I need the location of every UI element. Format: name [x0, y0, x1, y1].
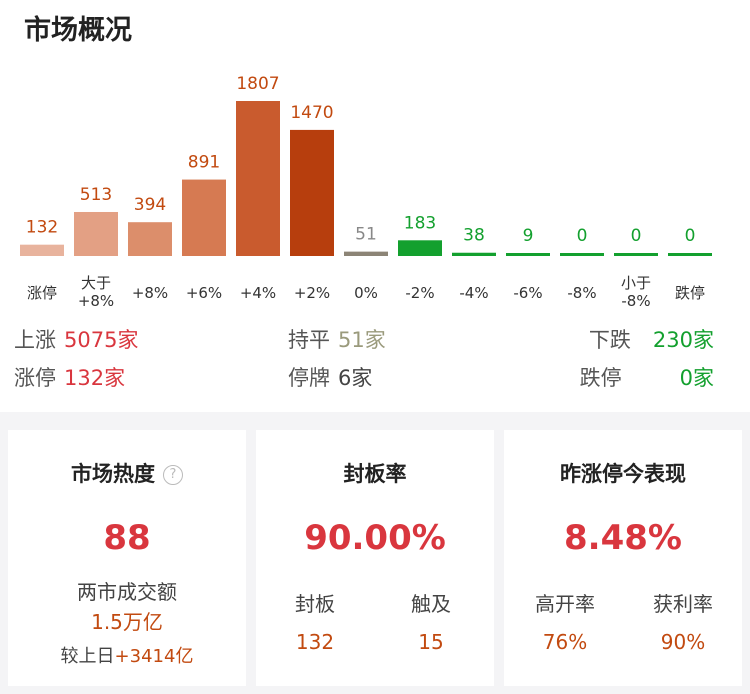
stats-grid: 上涨 5075家 持平 51家 下跌 230家 涨停 132家 停牌 6家 跌停 0家: [0, 318, 750, 408]
compare-value: +3414亿: [114, 646, 194, 667]
sealed-value: 132: [295, 630, 335, 654]
touched-label: 触及: [411, 592, 451, 616]
metric-cards: 市场热度? 88 两市成交额 1.5万亿 较上日+3414亿 封板率 90.00…: [8, 430, 742, 686]
bar-value-label-1: 513: [80, 185, 112, 205]
bar-4: [236, 101, 280, 256]
bar-value-label-12: 0: [685, 226, 696, 246]
bar-value-label-8: 38: [463, 226, 485, 246]
stat-limit-up-label: 涨停: [14, 366, 56, 390]
category-label-6: 0%: [354, 284, 378, 302]
stat-suspend: 停牌 6家: [288, 362, 372, 392]
page-title: 市场概况: [24, 15, 132, 46]
stat-flat: 持平 51家: [288, 324, 386, 354]
stat-limit-down: 跌停 0家: [580, 362, 714, 392]
stat-limit-up: 涨停 132家: [14, 362, 125, 392]
bar-6: [344, 251, 388, 256]
bar-11: [614, 253, 658, 256]
card-seal-title: 封板率: [343, 462, 407, 486]
card-yesterday-limit-up[interactable]: 昨涨停今表现 8.48% 高开率 获利率 76% 90%: [504, 430, 742, 686]
stat-up-label: 上涨: [14, 328, 56, 352]
category-label-7: -2%: [405, 284, 434, 302]
bar-8: [452, 252, 496, 256]
category-label-1: 大于+8%: [78, 274, 114, 310]
stat-suspend-label: 停牌: [288, 366, 330, 390]
bar-value-label-9: 9: [523, 226, 534, 246]
bar-value-label-4: 1807: [236, 74, 279, 94]
bar-3: [182, 179, 226, 256]
bar-value-label-5: 1470: [290, 103, 333, 123]
category-label-5: +2%: [294, 284, 330, 302]
category-label-10: -8%: [567, 284, 596, 302]
yesterday-value: 8.48%: [564, 518, 682, 558]
stat-suspend-value: 6家: [338, 366, 373, 390]
seal-rate-value: 90.00%: [304, 518, 446, 558]
category-label-2: +8%: [132, 284, 168, 302]
high-open-value: 76%: [542, 630, 588, 654]
category-label-3: +6%: [186, 284, 222, 302]
profit-label: 获利率: [653, 592, 713, 616]
turnover-label: 两市成交额: [77, 580, 177, 604]
compare-row: 较上日+3414亿: [8, 642, 246, 668]
category-label-9: -6%: [513, 284, 542, 302]
bar-value-label-2: 394: [134, 195, 166, 215]
bar-0: [20, 244, 64, 256]
turnover-value: 1.5万亿: [91, 610, 163, 634]
card-yesterday-title: 昨涨停今表现: [560, 462, 686, 486]
category-label-12: 跌停: [675, 284, 705, 302]
card-seal-rate[interactable]: 封板率 90.00% 封板 触及 132 15: [256, 430, 494, 686]
bar-value-label-6: 51: [355, 225, 377, 245]
bar-value-label-10: 0: [577, 226, 588, 246]
stat-up: 上涨 5075家: [14, 324, 138, 354]
stat-down-label: 下跌: [588, 328, 631, 352]
bar-7: [398, 240, 442, 256]
card-heat-title: 市场热度?: [8, 458, 246, 488]
bar-1: [74, 211, 118, 256]
bar-2: [128, 222, 172, 256]
category-label-4: +4%: [240, 284, 276, 302]
stat-down-value: 230家: [652, 328, 714, 352]
stat-flat-value: 51家: [338, 328, 386, 352]
high-open-label: 高开率: [535, 592, 595, 616]
stat-limit-up-value: 132家: [64, 366, 126, 390]
bar-5: [290, 129, 334, 256]
category-label-8: -4%: [459, 284, 488, 302]
touched-value: 15: [418, 630, 444, 654]
compare-label: 较上日: [60, 646, 115, 667]
stat-limit-down-value: 0家: [679, 366, 714, 390]
stat-flat-label: 持平: [288, 328, 330, 352]
category-label-11: 小于-8%: [621, 274, 651, 310]
category-label-0: 涨停: [27, 284, 57, 302]
profit-value: 90%: [660, 630, 706, 654]
heat-value: 88: [103, 518, 151, 558]
bar-value-label-11: 0: [631, 226, 642, 246]
stat-up-value: 5075家: [64, 328, 139, 352]
sealed-label: 封板: [295, 592, 335, 616]
distribution-bar-chart: 132 涨停 513 大于+8% 394 +8% 891 +6% 1807 +4% 1470 +2% 5…: [20, 74, 712, 310]
bar-9: [506, 253, 550, 256]
market-overview-panel: 市场概况 132 涨停 513 大于+8% 394 +8% 891 +6% 1807 +4% 147…: [0, 0, 750, 412]
bar-value-label-3: 891: [188, 153, 220, 173]
card-market-heat[interactable]: 市场热度? 88 两市成交额 1.5万亿 较上日+3414亿: [8, 430, 246, 686]
bar-12: [668, 253, 712, 256]
bar-10: [560, 253, 604, 256]
bar-value-label-7: 183: [404, 213, 436, 233]
help-icon[interactable]: ?: [163, 465, 183, 485]
stat-limit-down-label: 跌停: [579, 366, 622, 390]
stat-down: 下跌 230家: [589, 324, 714, 354]
bar-value-label-0: 132: [26, 218, 58, 238]
